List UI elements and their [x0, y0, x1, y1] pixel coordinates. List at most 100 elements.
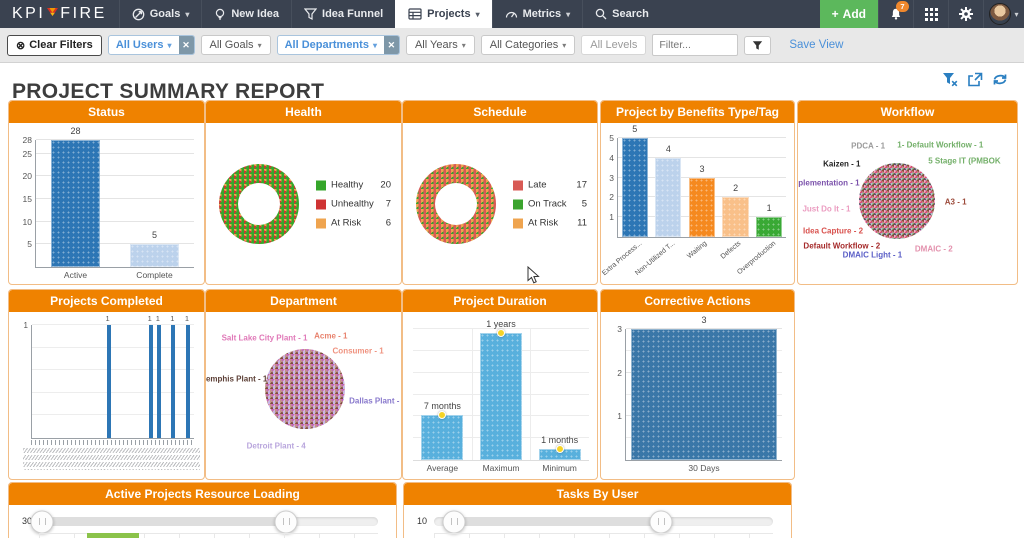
- nav-item-search[interactable]: Search: [582, 0, 661, 28]
- avatar: [989, 3, 1012, 25]
- brand-text-right: FIRE: [60, 5, 107, 22]
- schedule-chart[interactable]: Late 17 On Track 5 At Risk 11: [403, 124, 597, 284]
- refresh-button[interactable]: [992, 72, 1008, 87]
- chart-legend: Healthy 20 Unhealthy 7 At Risk 6: [316, 172, 391, 237]
- refresh-icon: [993, 74, 1007, 85]
- flame-icon: [47, 7, 59, 16]
- slider-handle[interactable]: [30, 510, 54, 533]
- filter-dropdown-levels[interactable]: All Levels: [581, 35, 647, 55]
- filter-bar: ⊗ Clear Filters All Users ▾ ✕ All Goals ▾ …: [0, 28, 1024, 63]
- panel-department: Department Acme - 1 Consumer - 1 Dallas Pl…: [205, 289, 402, 480]
- panel-title: Active Projects Resource Loading: [9, 483, 396, 505]
- panel-health: Health Healthy 20 Unhealthy 7 At Risk 6: [205, 100, 402, 285]
- report-toolbar: [942, 72, 1008, 87]
- slider-handle[interactable]: [649, 510, 673, 533]
- panel-status: Status 5 10 15 20 25 28 28 Active 5 Complete: [8, 100, 205, 285]
- nav-item-goals[interactable]: Goals ▾: [118, 0, 202, 28]
- nav-item-label: New Idea: [231, 8, 280, 20]
- range-slider-track[interactable]: [434, 510, 773, 533]
- page-title: PROJECT SUMMARY REPORT: [12, 80, 325, 104]
- panel-title: Tasks By User: [404, 483, 791, 505]
- apps-grid-button[interactable]: [913, 0, 948, 28]
- resource-loading-chart[interactable]: 30: [9, 506, 396, 538]
- panel-title: Project by Benefits Type/Tag: [601, 101, 794, 123]
- export-button[interactable]: [967, 72, 983, 87]
- user-menu-button[interactable]: ▾: [983, 0, 1024, 28]
- search-icon: [595, 8, 607, 20]
- chevron-down-icon: ▾: [167, 40, 172, 50]
- settings-button[interactable]: [948, 0, 983, 28]
- export-icon: [968, 72, 983, 87]
- panel-benefits: Project by Benefits Type/Tag 1 2 3 4 5 5 Extra…: [600, 100, 795, 285]
- apply-filter-button[interactable]: [744, 35, 772, 55]
- panel-corrective-actions: Corrective Actions 1 2 3 3 30 Days: [600, 289, 795, 480]
- nav-item-label: Goals: [149, 8, 181, 20]
- grid-icon: [924, 7, 938, 21]
- notifications-button[interactable]: 7: [878, 0, 913, 28]
- chevron-down-icon: ▾: [185, 9, 190, 19]
- nav-item-metrics[interactable]: Metrics ▾: [491, 0, 583, 28]
- filter-dropdown-years[interactable]: All Years ▾: [405, 35, 475, 55]
- filter-chip-departments[interactable]: All Departments ▾ ✕: [276, 35, 400, 55]
- chevron-down-icon: ▾: [1014, 9, 1019, 19]
- remove-filter-icon[interactable]: ✕: [178, 36, 194, 54]
- chevron-down-icon: ▾: [475, 9, 480, 19]
- filter-chip-users[interactable]: All Users ▾ ✕: [107, 35, 195, 55]
- chevron-down-icon: ▾: [257, 40, 262, 50]
- gear-icon: [959, 7, 973, 21]
- bulb-icon: [216, 8, 225, 20]
- panel-title: Status: [9, 101, 204, 123]
- add-button[interactable]: + Add: [819, 0, 878, 28]
- chart-legend: Late 17 On Track 5 At Risk 11: [513, 172, 587, 237]
- nav-item-label: Search: [612, 8, 649, 20]
- panel-tasks-by-user: Tasks By User 10: [403, 482, 792, 538]
- clear-report-filter-button[interactable]: [942, 72, 958, 87]
- brand-text-left: KPI: [12, 5, 46, 22]
- health-chart[interactable]: Healthy 20 Unhealthy 7 At Risk 6: [206, 124, 401, 284]
- duration-chart[interactable]: 7 months Average 1 years Maximum 1 months Min…: [403, 313, 597, 479]
- nav-item-projects[interactable]: Projects ▾: [395, 0, 492, 28]
- notification-badge: 7: [896, 1, 909, 12]
- panel-title: Corrective Actions: [601, 290, 794, 312]
- nav-item-label: Idea Funnel: [322, 8, 384, 20]
- filter-dropdown-categories[interactable]: All Categories ▾: [480, 35, 576, 55]
- plus-icon: +: [831, 7, 839, 21]
- chevron-down-icon: ▾: [562, 40, 567, 50]
- clear-icon: ⊗: [16, 39, 26, 52]
- panel-resource-loading: Active Projects Resource Loading 30: [8, 482, 397, 538]
- benefits-chart[interactable]: 1 2 3 4 5 5 Extra Process... 4 Non-Utilized T...…: [601, 124, 794, 284]
- remove-filter-icon[interactable]: ✕: [383, 36, 399, 54]
- filter-dropdown-goals[interactable]: All Goals ▾: [200, 35, 271, 55]
- nav-right-cluster: + Add 7 ▾: [819, 0, 1024, 28]
- chevron-down-icon: ▾: [461, 40, 466, 50]
- slider-handle[interactable]: [442, 510, 466, 533]
- top-nav: KPI FIRE Goals ▾ New Idea Idea Funnel Pr…: [0, 0, 1024, 28]
- nav-item-new-idea[interactable]: New Idea: [201, 0, 291, 28]
- chevron-down-icon: ▾: [372, 40, 377, 50]
- panel-title: Health: [206, 101, 401, 123]
- target-icon: [132, 8, 145, 20]
- table-icon: [408, 8, 422, 20]
- clear-filters-button[interactable]: ⊗ Clear Filters: [7, 34, 102, 56]
- panel-title: Schedule: [403, 101, 597, 123]
- filter-clear-icon: [943, 73, 958, 87]
- corrective-actions-chart[interactable]: 1 2 3 3 30 Days: [601, 313, 794, 479]
- tasks-by-user-chart[interactable]: 10: [404, 506, 791, 538]
- department-chart[interactable]: Acme - 1 Consumer - 1 Dallas Plant - 1 Detr…: [205, 331, 402, 451]
- panel-title: Projects Completed: [9, 290, 204, 312]
- brand-logo[interactable]: KPI FIRE: [0, 0, 119, 28]
- range-slider-track[interactable]: [30, 510, 378, 533]
- nav-item-idea-funnel[interactable]: Idea Funnel: [291, 0, 395, 28]
- status-chart[interactable]: 5 10 15 20 25 28 28 Active 5 Complete: [9, 124, 204, 284]
- slider-handle[interactable]: [274, 510, 298, 533]
- panel-duration: Project Duration 7 months Average 1 years M…: [402, 289, 598, 480]
- save-view-link[interactable]: Save View: [789, 39, 844, 51]
- chevron-down-icon: ▾: [566, 9, 571, 19]
- panel-title: Department: [206, 290, 401, 312]
- filter-text-input[interactable]: [652, 34, 739, 56]
